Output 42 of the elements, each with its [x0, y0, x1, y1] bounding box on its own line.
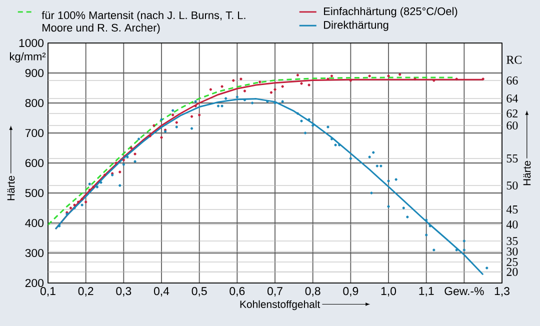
text: 35: [506, 236, 518, 246]
y-tick-label: 200: [25, 278, 44, 288]
legend-label: Einfachhärtung (825°C/Oel): [324, 7, 458, 18]
x-tick-label: 0,1: [40, 287, 56, 296]
y-tick-label: 1000: [19, 38, 44, 48]
y-tick-label: 900: [25, 68, 44, 78]
y-tick-label: 800: [25, 98, 44, 108]
y-tick-label: 600: [25, 158, 44, 168]
x-tick-label: 0,6: [230, 287, 245, 296]
x-tick-label: 0,7: [267, 287, 282, 296]
text: 55: [506, 154, 518, 162]
x-tick-label: 0,8: [305, 287, 320, 296]
legend-label: Direkthärtung: [324, 20, 388, 31]
text: 66: [506, 76, 518, 85]
text: 40: [506, 220, 518, 229]
text: RC: [506, 56, 522, 64]
y2-axis-title: Härte: [523, 160, 531, 186]
x-axis-title: Kohlenstoffgehalt: [240, 300, 320, 310]
x-tick-label: 0,3: [116, 287, 132, 296]
text: kg/mm²: [10, 52, 46, 62]
y-tick-label: 300: [25, 248, 44, 258]
text: 50: [506, 181, 518, 190]
y-tick-label: 700: [25, 128, 44, 138]
x-tick-label: 1,0: [381, 287, 396, 296]
text: 45: [506, 206, 518, 214]
text: 25: [506, 258, 518, 266]
x-tick-label: 0,9: [343, 287, 358, 296]
y-axis-title: Härte: [7, 176, 15, 200]
legend-label: für 100% Martensit (nach J. L. Burns, T. L. Moore und R. S. Archer): [42, 11, 246, 34]
x-tick-label: 0,2: [78, 287, 94, 296]
text: 64: [506, 94, 518, 103]
x-tick-label: 1,1: [419, 287, 434, 296]
text: 20: [506, 268, 518, 276]
x-tick-label: 1,3: [494, 287, 510, 296]
x-tick-label: Gew.-%: [444, 287, 484, 296]
text: 30: [506, 247, 518, 256]
y-tick-label: 400: [25, 218, 44, 228]
y-tick-label: 500: [25, 188, 44, 198]
x-tick-label: 0,4: [154, 287, 170, 296]
x-tick-label: 0,5: [192, 287, 207, 296]
text: 60: [506, 121, 518, 130]
text: 62: [506, 109, 518, 118]
